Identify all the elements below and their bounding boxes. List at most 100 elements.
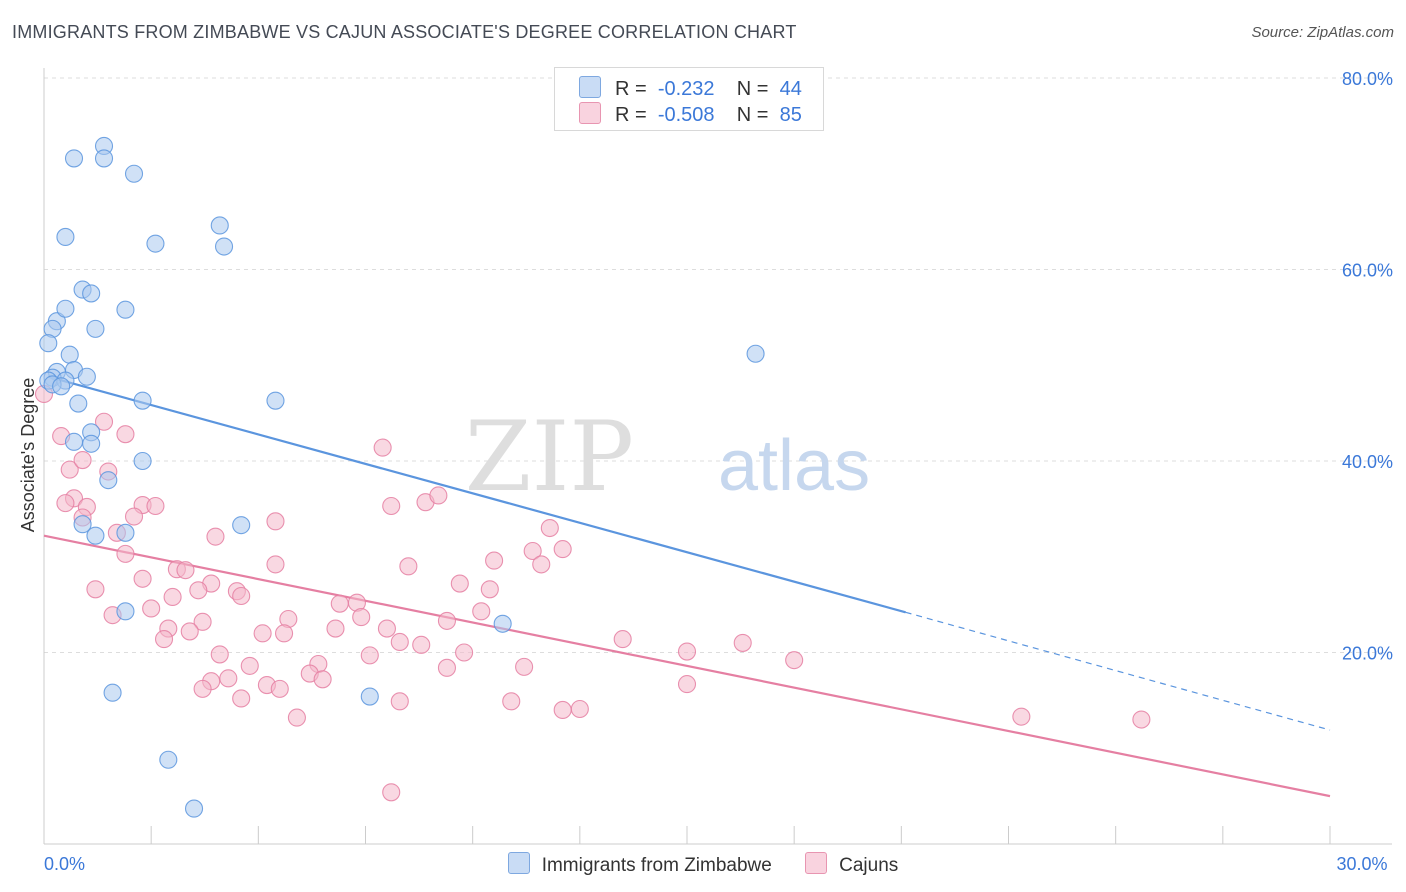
x-tick-label: 30.0%: [1336, 854, 1387, 874]
data-point: [275, 624, 294, 643]
data-point: [266, 555, 285, 574]
data-point: [133, 569, 152, 588]
data-point: [56, 494, 75, 513]
data-point: [455, 643, 474, 662]
watermark: ZIP atlas: [465, 401, 870, 513]
data-point: [64, 149, 84, 168]
data-point: [390, 692, 409, 711]
r-label: R =: [615, 104, 647, 126]
data-point: [360, 646, 379, 665]
trend-line-extension: [905, 611, 1331, 731]
swatch-cajuns: [579, 102, 601, 124]
data-point: [77, 367, 96, 386]
data-point: [82, 284, 101, 303]
n-value: 44: [779, 78, 802, 100]
data-point: [73, 450, 92, 470]
data-point: [124, 507, 144, 526]
data-point: [450, 574, 469, 593]
data-point: [232, 516, 251, 535]
axes: [43, 68, 1392, 845]
swatch-zimbabwe: [579, 76, 601, 98]
data-point: [429, 486, 448, 505]
data-point: [184, 799, 204, 818]
data-point: [733, 633, 752, 652]
chart-title: IMMIGRANTS FROM ZIMBABWE VS CAJUN ASSOCI…: [12, 22, 797, 42]
data-point: [180, 622, 199, 641]
data-point: [193, 612, 212, 631]
data-point: [86, 526, 105, 545]
data-point: [73, 515, 92, 534]
r-value: -0.508: [657, 104, 715, 126]
data-point: [60, 345, 79, 364]
data-point: [373, 438, 392, 457]
stats-row-zimbabwe: R = -0.232 N = 44: [579, 76, 802, 100]
data-point: [210, 645, 229, 664]
data-point: [412, 635, 431, 654]
data-point: [746, 344, 765, 363]
data-point: [377, 619, 396, 638]
data-point: [399, 557, 418, 576]
data-point: [253, 624, 272, 643]
trend-line: [43, 534, 1331, 798]
r-label: R =: [615, 78, 647, 100]
data-point: [437, 611, 456, 630]
data-point: [116, 300, 135, 319]
data-point: [352, 608, 371, 627]
data-point: [523, 541, 542, 561]
data-point: [214, 237, 234, 256]
data-point: [532, 555, 551, 574]
y-tick-label: 80.0%: [1342, 69, 1393, 89]
legend-item-zimbabwe[interactable]: Immigrants from Zimbabwe: [507, 852, 772, 877]
legend-swatch-zimbabwe: [507, 852, 530, 874]
data-point: [86, 319, 105, 338]
data-point: [116, 523, 135, 542]
data-point: [553, 540, 572, 559]
data-point: [485, 551, 504, 570]
data-point: [1132, 710, 1151, 729]
data-point: [176, 561, 195, 580]
data-point: [472, 602, 491, 621]
data-point: [326, 619, 345, 638]
trend-lines: [43, 375, 1331, 798]
data-point: [159, 750, 178, 769]
data-point: [64, 432, 84, 451]
data-point: [785, 651, 804, 670]
data-point: [240, 656, 259, 675]
data-point: [390, 632, 409, 652]
data-point: [116, 425, 135, 444]
legend-label-zimbabwe: Immigrants from Zimbabwe: [541, 855, 772, 876]
x-tick-label: 0.0%: [44, 854, 85, 874]
legend-swatch-cajuns: [805, 852, 828, 874]
data-point: [382, 496, 401, 516]
y-tick-label: 60.0%: [1342, 261, 1393, 281]
data-point: [86, 580, 105, 599]
data-point: [613, 630, 632, 649]
data-point: [266, 391, 285, 410]
data-point: [116, 602, 135, 621]
data-point: [124, 164, 144, 183]
data-point: [69, 394, 88, 413]
data-point: [146, 234, 165, 253]
n-value: 85: [779, 104, 802, 126]
data-point: [82, 434, 101, 453]
data-point: [493, 614, 512, 633]
data-point: [116, 544, 135, 563]
series-legend: Immigrants from Zimbabwe Cajuns: [0, 852, 1406, 877]
watermark-atlas: atlas: [718, 426, 870, 506]
y-tick-label: 20.0%: [1342, 644, 1393, 664]
data-point: [515, 657, 534, 676]
source-label: Source: ZipAtlas.com: [1251, 24, 1394, 41]
data-point: [163, 587, 182, 607]
data-point: [193, 679, 212, 698]
data-point: [677, 642, 697, 661]
data-point: [313, 670, 332, 689]
stats-legend: R = -0.232 N = 44 R = -0.508 N = 85: [554, 67, 824, 131]
data-point: [553, 700, 572, 720]
data-point: [142, 599, 161, 618]
legend-item-cajuns[interactable]: Cajuns: [805, 852, 898, 877]
data-points: [34, 136, 1151, 818]
data-point: [570, 699, 589, 719]
y-tick-label: 40.0%: [1342, 452, 1393, 472]
data-point: [287, 708, 306, 727]
